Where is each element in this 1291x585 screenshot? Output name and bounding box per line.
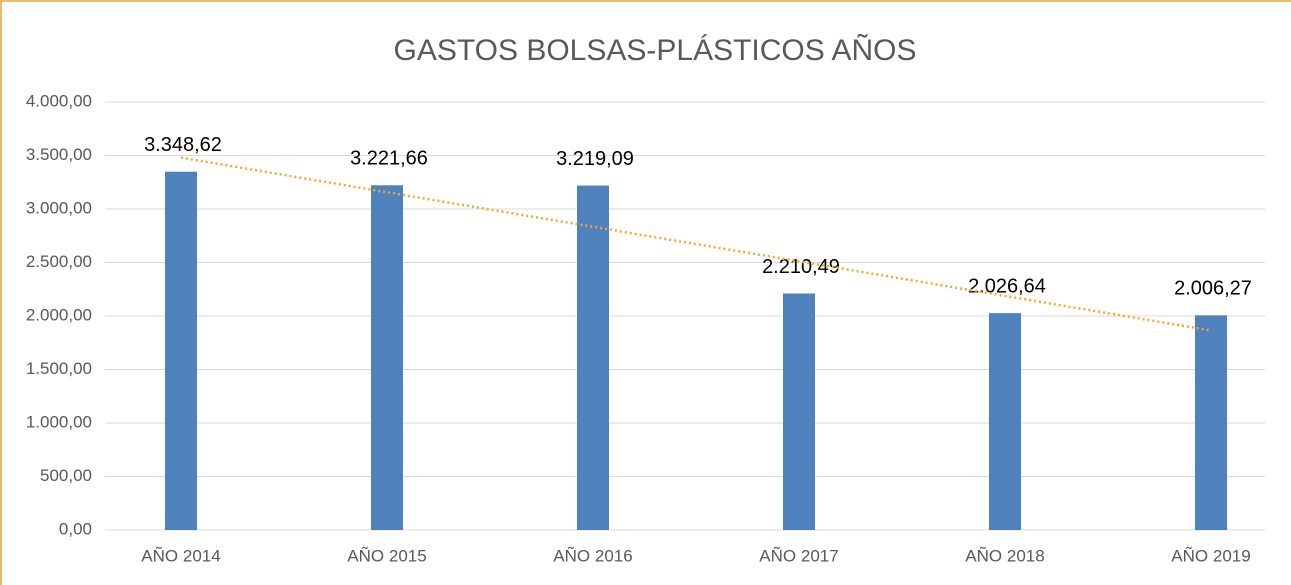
x-tick-label: AÑO 2018 [965,546,1044,565]
y-tick-label: 2.500,00 [26,252,92,271]
x-tick-label: AÑO 2019 [1171,546,1250,565]
data-label: 2.006,27 [1174,278,1252,300]
data-label: 2.026,64 [968,275,1046,297]
y-tick-label: 2.000,00 [26,305,92,324]
x-tick-label: AÑO 2017 [759,546,838,565]
y-tick-label: 500,00 [40,466,92,485]
data-label: 2.210,49 [762,256,840,278]
x-tick-label: AÑO 2016 [553,546,632,565]
y-tick-label: 3.500,00 [26,145,92,164]
data-label: 3.348,62 [144,134,222,156]
chart-title: GASTOS BOLSAS-PLÁSTICOS AÑOS [394,33,917,67]
y-tick-label: 4.000,00 [26,91,92,110]
y-tick-label: 0,00 [59,519,92,538]
data-label: 3.219,09 [556,148,634,170]
bar [577,185,609,530]
bar [371,185,403,530]
x-tick-label: AÑO 2015 [347,546,426,565]
y-tick-label: 1.500,00 [26,359,92,378]
x-tick-label: AÑO 2014 [141,546,220,565]
data-label: 3.221,66 [350,148,428,170]
bar [989,313,1021,530]
bar [783,293,815,530]
y-tick-label: 3.000,00 [26,198,92,217]
trendline [180,156,1212,332]
bar [165,171,197,530]
bar [1195,315,1227,530]
y-tick-label: 1.000,00 [26,412,92,431]
